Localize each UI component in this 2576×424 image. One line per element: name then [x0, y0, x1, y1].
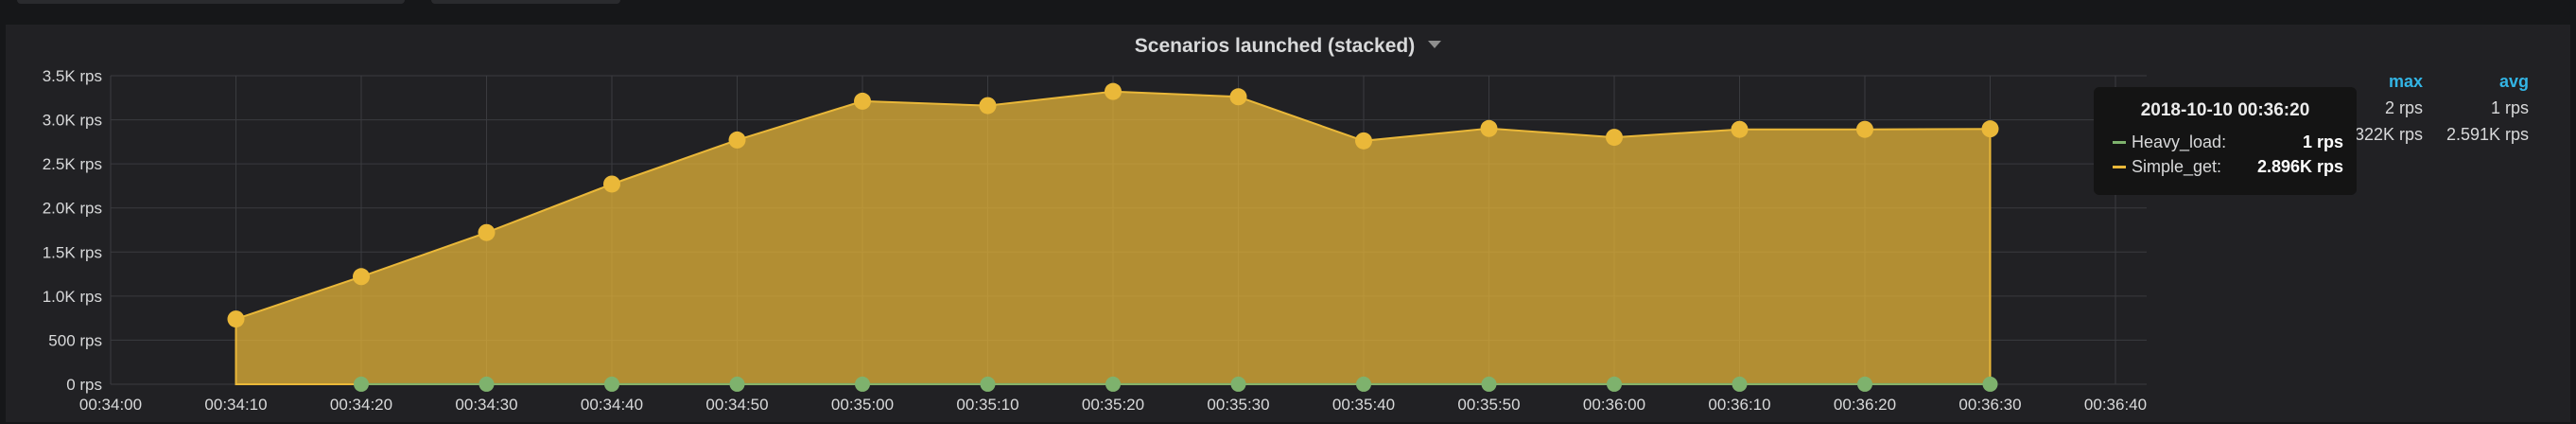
data-point-heavy-load	[1607, 376, 1622, 392]
data-point-heavy-load	[1481, 376, 1497, 392]
series-area-simple-get	[235, 90, 1992, 385]
data-point-simple-get	[1981, 120, 1999, 138]
data-point-simple-get	[478, 223, 496, 241]
x-tick-label: 00:35:40	[1332, 396, 1395, 414]
x-tick-label: 00:36:00	[1583, 396, 1645, 414]
data-point-heavy-load	[1982, 376, 1998, 392]
x-tick-label: 00:35:10	[956, 396, 1018, 414]
data-point-simple-get	[353, 268, 370, 286]
x-tick-label: 00:35:00	[831, 396, 894, 414]
y-tick-label: 2.0K rps	[43, 200, 102, 218]
x-tick-label: 00:35:20	[1082, 396, 1144, 414]
y-tick-label: 500 rps	[48, 331, 102, 349]
data-point-simple-get	[1731, 120, 1749, 138]
y-tick-label: 3.5K rps	[43, 67, 102, 85]
data-point-heavy-load	[980, 376, 996, 392]
y-tick-label: 3.0K rps	[43, 112, 102, 130]
y-tick-label: 1.5K rps	[43, 243, 102, 261]
legend-header-max[interactable]: max	[2388, 72, 2423, 91]
tooltip-series-name: Simple_get:	[2132, 157, 2222, 176]
data-point-heavy-load	[1230, 376, 1246, 392]
data-point-heavy-load	[604, 376, 619, 392]
data-point-simple-get	[603, 175, 620, 193]
y-axis: 0 rps 500 rps 1.0K rps 1.5K rps 2.0K rps 2.5K…	[43, 67, 102, 394]
data-point-simple-get	[1105, 82, 1122, 100]
data-point-simple-get	[1229, 88, 1247, 106]
legend-simple-max: 322K rps	[2354, 125, 2423, 144]
data-point-simple-get	[1606, 129, 1623, 147]
data-point-heavy-load	[1356, 376, 1371, 392]
x-tick-label: 00:34:50	[705, 396, 768, 414]
top-tab[interactable]	[17, 0, 405, 4]
panel-title[interactable]: Scenarios launched (stacked)	[0, 32, 2576, 61]
tooltip-row-simple-get: Simple_get: 2.896K rps	[2113, 155, 2343, 178]
data-point-heavy-load	[354, 376, 369, 392]
y-tick-label: 0 rps	[66, 376, 102, 394]
tooltip-series-value: 1 rps	[2302, 132, 2343, 151]
series-swatch	[2113, 166, 2126, 168]
x-tick-label: 00:36:20	[1834, 396, 1896, 414]
x-tick-label: 00:36:10	[1708, 396, 1770, 414]
tooltip-row-heavy-load: Heavy_load: 1 rps	[2113, 131, 2343, 153]
data-point-simple-get	[854, 92, 871, 110]
data-point-simple-get	[227, 310, 245, 328]
x-tick-label: 00:36:40	[2084, 396, 2147, 414]
data-point-heavy-load	[1732, 376, 1748, 392]
hover-tooltip: 2018-10-10 00:36:20 Heavy_load: 1 rps Si…	[2094, 87, 2357, 195]
chart-points-layer	[227, 82, 1999, 392]
series-swatch	[2113, 141, 2126, 144]
x-axis: 00:34:00 00:34:10 00:34:20 00:34:30 00:34:40…	[79, 396, 2147, 414]
x-tick-label: 00:34:00	[79, 396, 142, 414]
dashboard-top-bar	[0, 0, 2576, 23]
legend-heavy-max: 2 rps	[2384, 98, 2423, 117]
top-tab[interactable]	[431, 0, 620, 4]
data-point-simple-get	[728, 131, 746, 149]
data-point-simple-get	[1355, 132, 1372, 150]
x-tick-label: 00:35:30	[1207, 396, 1269, 414]
data-point-simple-get	[1856, 120, 1873, 138]
x-tick-label: 00:35:50	[1457, 396, 1520, 414]
chart-area-layer	[235, 90, 1992, 385]
x-tick-label: 00:34:40	[581, 396, 643, 414]
data-point-heavy-load	[479, 376, 495, 392]
data-point-heavy-load	[1105, 376, 1121, 392]
legend-heavy-avg: 1 rps	[2490, 98, 2529, 117]
tooltip-series-value: 2.896K rps	[2256, 157, 2343, 176]
panel-title-text: Scenarios launched (stacked)	[1134, 35, 1416, 57]
data-point-heavy-load	[729, 376, 745, 392]
chevron-down-icon[interactable]	[1428, 41, 1442, 49]
data-point-simple-get	[979, 97, 997, 115]
y-tick-label: 2.5K rps	[43, 155, 102, 173]
data-point-simple-get	[1480, 119, 1498, 137]
tooltip-time: 2018-10-10 00:36:20	[2140, 100, 2310, 120]
y-tick-label: 1.0K rps	[43, 288, 102, 306]
data-point-heavy-load	[1857, 376, 1872, 392]
x-tick-label: 00:34:30	[455, 396, 517, 414]
legend-simple-avg: 2.591K rps	[2445, 125, 2529, 144]
tooltip-series-name: Heavy_load:	[2132, 132, 2227, 151]
x-tick-label: 00:36:30	[1958, 396, 2021, 414]
legend-header-avg[interactable]: avg	[2498, 72, 2529, 91]
x-tick-label: 00:34:20	[330, 396, 392, 414]
x-tick-label: 00:34:10	[204, 396, 267, 414]
data-point-heavy-load	[855, 376, 870, 392]
